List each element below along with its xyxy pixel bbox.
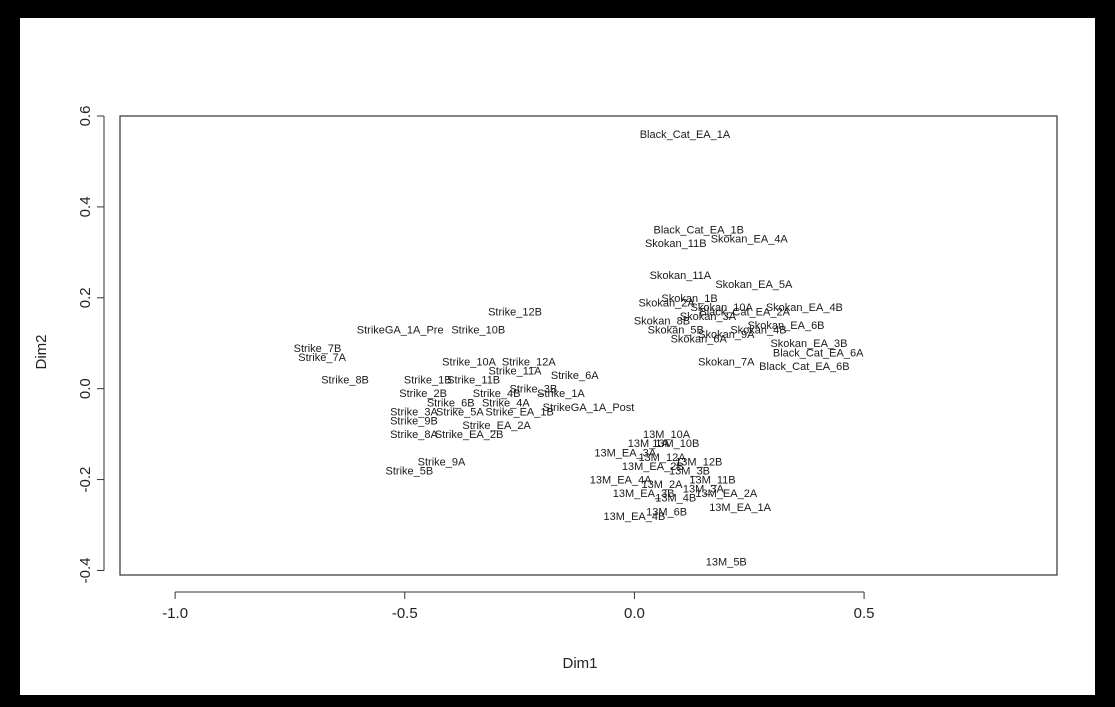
data-point-label: Skokan_11B: [645, 238, 707, 250]
x-tick-label: 0.5: [854, 605, 875, 622]
data-point-label: Strike_3B: [510, 384, 558, 396]
y-tick-label: -0.4: [77, 558, 94, 584]
data-point-label: 13M_3B: [669, 465, 710, 477]
data-point-label: 13M_EA_4B: [604, 511, 666, 523]
y-tick-label: -0.2: [77, 467, 94, 493]
x-tick-label: 0.0: [624, 605, 645, 622]
data-point-label: 13M_EA_2A: [695, 488, 757, 500]
data-point-label: Strike_EA_2B: [435, 429, 503, 441]
data-point-label: 13M_EA_4A: [590, 475, 652, 487]
data-point-label: Skokan_EA_3B: [770, 338, 847, 350]
data-point-label: Skokan_9A: [698, 329, 755, 341]
data-point-label: Skokan_3A: [680, 311, 737, 323]
data-point-label: Strike_4A: [482, 397, 530, 409]
data-point-label: 13M_EA_3B: [613, 488, 675, 500]
data-point-label: Strike_5B: [386, 465, 434, 477]
data-point-label: 13M_1A: [628, 438, 670, 450]
data-point-label: Skokan_EA_4B: [766, 302, 843, 314]
data-point-label: Skokan_2A: [638, 297, 695, 309]
data-point-label: Strike_1A: [537, 388, 585, 400]
data-point-label: Black_Cat_EA_1A: [640, 129, 731, 141]
data-point-labels: Black_Cat_EA_1A Black_Cat_EA_1BSkokan_11B…: [294, 129, 864, 568]
data-point-label: Skokan_10A: [691, 302, 754, 314]
data-point-label: Strike_8B: [321, 375, 369, 387]
x-axis-label: Dim1: [562, 655, 597, 672]
data-point-label: Skokan_EA_4A: [711, 234, 789, 246]
x-tick-label: -0.5: [392, 605, 418, 622]
data-point-label: 13M_5B: [706, 556, 747, 568]
data-point-label: 13M_2A: [641, 479, 683, 491]
plot-area-border: [119, 115, 1058, 576]
y-axis: -0.4 -0.2 0.0 0.2 0.4 0.6: [77, 106, 105, 584]
y-tick-label: 0.6: [77, 106, 94, 127]
data-point-label: Strike_EA_2A: [462, 420, 531, 432]
data-point-label: Strike_11B: [447, 375, 500, 387]
data-point-label: Strike_10A: [442, 356, 496, 368]
data-point-label: Skokan_1B: [661, 293, 717, 305]
data-point-label: Black_Cat_EA_6B: [759, 361, 850, 373]
data-point-label: Strike_8A: [390, 429, 438, 441]
data-point-label: Skokan_8B: [634, 316, 690, 328]
data-point-label: Strike_11A: [489, 365, 543, 377]
data-point-label: Strike_6A: [551, 370, 599, 382]
data-point-label: Skokan_4B: [730, 325, 786, 337]
data-point-label: Strike_12A: [502, 356, 556, 368]
data-point-label: Strike_5A: [436, 406, 484, 418]
y-tick-label: 0.4: [77, 196, 94, 217]
data-point-label: Skokan_7A: [698, 356, 755, 368]
data-point-label: Strike_6B: [427, 397, 475, 409]
data-point-label: Strike_7B: [294, 343, 342, 355]
y-axis-label: Dim2: [33, 334, 50, 369]
x-axis: -1.0 -0.5 0.0 0.5: [162, 591, 875, 622]
data-point-label: Skokan_11A: [650, 270, 712, 282]
x-tick-label: -1.0: [162, 605, 188, 622]
data-point-label: Black_Cat_EA_2A: [699, 306, 790, 318]
data-point-label: Strike_10B: [451, 325, 505, 337]
data-point-label: StrikeGA_1A_Post: [543, 402, 635, 414]
data-point-label: Strike_9A: [418, 456, 466, 468]
data-point-label: Skokan_EA_6B: [747, 320, 824, 332]
y-tick-label: 0.2: [77, 287, 94, 308]
data-point-label: StrikeGA_1A_Pre: [357, 325, 444, 337]
data-point-label: Black_Cat_EA_1B: [653, 225, 744, 237]
data-point-label: Skokan_5B: [648, 325, 704, 337]
data-point-label: 13M_EA_3A: [594, 447, 656, 459]
data-point-label: Black_Cat_EA_6A: [773, 347, 864, 359]
data-point-label: 13M_6B: [646, 506, 687, 518]
data-point-label: 13M_3A: [683, 484, 725, 496]
data-point-label: Strike_EA_1B: [485, 406, 553, 418]
data-point-label: Strike_9B: [390, 415, 438, 427]
data-point-label: 13M_10A: [643, 429, 691, 441]
data-point-label: Strike_12B: [488, 306, 542, 318]
y-tick-label: 0.0: [77, 378, 94, 399]
data-point-label: Skokan_EA_5A: [715, 279, 793, 291]
data-point-label: 13M_4B: [655, 493, 696, 505]
plot-panel: [20, 18, 1095, 695]
data-point-label: Skokan_6A: [671, 334, 728, 346]
data-point-label: 13M_12A: [638, 452, 686, 464]
data-point-label: Strike_4B: [473, 388, 521, 400]
data-point-label: 13M_11B: [689, 475, 735, 487]
data-point-label: 13M_EA_1A: [709, 502, 771, 514]
data-point-label: Strike_3A: [390, 406, 438, 418]
data-point-label: 13M_EA_2B: [622, 461, 684, 473]
data-point-label: Strike_2B: [399, 388, 447, 400]
data-point-label: 13M_12B: [675, 456, 722, 468]
data-point-label: Strike_1B: [404, 375, 452, 387]
data-point-label: Strike_7A: [298, 352, 346, 364]
data-point-label: 13M_10B: [652, 438, 699, 450]
